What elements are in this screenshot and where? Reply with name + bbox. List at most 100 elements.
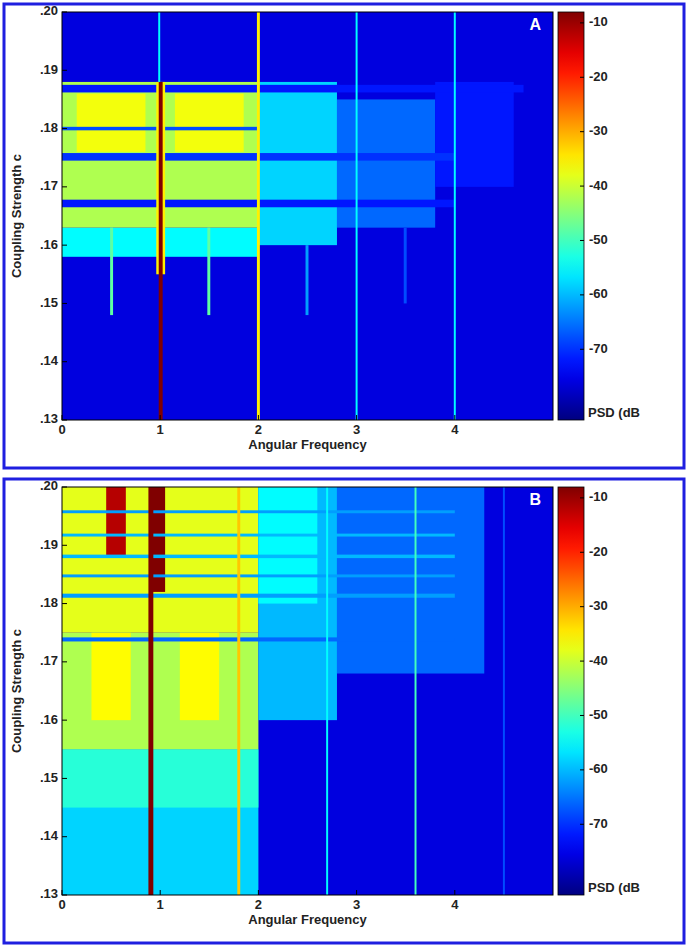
colorbar-tick bbox=[580, 77, 584, 78]
y-axis-title: Coupling Strength c bbox=[9, 629, 24, 753]
y-tick-label: .19 bbox=[40, 537, 58, 552]
heatmap-cell bbox=[258, 82, 337, 245]
heatmap-cell bbox=[110, 228, 113, 315]
y-tick bbox=[62, 186, 67, 187]
x-tick bbox=[160, 890, 161, 895]
colorbar-tick bbox=[580, 715, 584, 716]
x-axis-title: Angular Frequency bbox=[248, 437, 367, 452]
y-tick-label: .15 bbox=[40, 295, 58, 310]
panel-letter: B bbox=[529, 491, 541, 508]
colorbar-tick bbox=[580, 606, 584, 607]
colorbar-tick-label: -60 bbox=[589, 286, 608, 301]
colorbar bbox=[558, 487, 584, 895]
heatmap-cell bbox=[356, 12, 358, 420]
x-tick bbox=[356, 890, 357, 895]
y-tick-label: .20 bbox=[40, 3, 58, 18]
x-tick bbox=[160, 415, 161, 420]
heatmap-cell bbox=[62, 534, 455, 537]
y-tick-label: .16 bbox=[40, 712, 58, 727]
heatmap-cell bbox=[326, 487, 328, 895]
panel: 01234.13.14.15.16.17.18.19.20Angular Fre… bbox=[4, 3, 684, 468]
y-tick-label: .18 bbox=[40, 595, 58, 610]
x-tick bbox=[454, 890, 455, 895]
heatmap-cell bbox=[62, 487, 258, 633]
x-axis-title: Angular Frequency bbox=[248, 912, 367, 927]
colorbar-tick bbox=[580, 769, 584, 770]
colorbar-label: PSD (dB bbox=[588, 880, 640, 895]
y-tick-label: .17 bbox=[40, 653, 58, 668]
colorbar-tick-label: -70 bbox=[589, 341, 608, 356]
y-tick bbox=[62, 661, 67, 662]
colorbar-tick bbox=[580, 497, 584, 498]
heatmap-cell bbox=[159, 82, 163, 420]
colorbar-tick-label: -40 bbox=[589, 178, 608, 193]
panel-letter: A bbox=[529, 16, 541, 33]
y-tick bbox=[62, 778, 67, 779]
y-tick-label: .18 bbox=[40, 120, 58, 135]
heatmap-cell bbox=[62, 12, 553, 420]
heatmap-cell bbox=[306, 245, 309, 315]
heatmap-cell bbox=[175, 94, 244, 152]
y-tick bbox=[62, 603, 67, 604]
heatmap-cell bbox=[258, 487, 317, 604]
colorbar-tick bbox=[580, 661, 584, 662]
heatmap-cell bbox=[257, 12, 260, 420]
heatmap-cell bbox=[62, 633, 258, 750]
x-tick-label: 0 bbox=[58, 897, 65, 912]
x-tick-label: 3 bbox=[353, 422, 360, 437]
x-tick bbox=[62, 415, 63, 420]
heatmap-cell bbox=[207, 228, 210, 315]
heatmap-cell bbox=[106, 487, 126, 557]
y-tick-label: .13 bbox=[40, 886, 58, 901]
panel-frame bbox=[4, 4, 684, 468]
heatmap-cell bbox=[237, 487, 240, 895]
colorbar-tick bbox=[580, 349, 584, 350]
x-tick-label: 2 bbox=[255, 897, 262, 912]
y-tick-label: .20 bbox=[40, 478, 58, 493]
plot-border bbox=[62, 487, 553, 895]
heatmap-cells bbox=[62, 12, 553, 420]
plot-border bbox=[62, 12, 553, 420]
heatmap-cell bbox=[404, 228, 407, 304]
panel-frame bbox=[4, 479, 684, 943]
colorbar-tick bbox=[580, 22, 584, 23]
x-tick bbox=[258, 415, 259, 420]
colorbar-tick bbox=[580, 131, 584, 132]
heatmap-cell bbox=[337, 99, 435, 227]
colorbar bbox=[558, 12, 584, 420]
x-tick bbox=[454, 415, 455, 420]
y-tick-label: .19 bbox=[40, 62, 58, 77]
y-tick bbox=[62, 303, 67, 304]
colorbar-tick bbox=[580, 240, 584, 241]
colorbar-tick-label: -50 bbox=[589, 232, 608, 247]
colorbar-tick-label: -10 bbox=[589, 489, 608, 504]
colorbar-tick-label: -50 bbox=[589, 707, 608, 722]
x-tick bbox=[258, 890, 259, 895]
figure: 01234.13.14.15.16.17.18.19.20Angular Fre… bbox=[0, 0, 688, 949]
heatmap-cell bbox=[337, 487, 484, 674]
colorbar-tick bbox=[580, 294, 584, 295]
colorbar-tick bbox=[580, 824, 584, 825]
colorbar-tick-label: -20 bbox=[589, 69, 608, 84]
colorbar-tick-label: -60 bbox=[589, 761, 608, 776]
x-tick-label: 2 bbox=[255, 422, 262, 437]
y-tick-label: .17 bbox=[40, 178, 58, 193]
heatmap-cell bbox=[415, 487, 417, 895]
colorbar-tick bbox=[580, 186, 584, 187]
x-tick bbox=[62, 890, 63, 895]
colorbar-tick-label: -70 bbox=[589, 816, 608, 831]
colorbar-tick-label: -10 bbox=[589, 14, 608, 29]
y-tick bbox=[62, 895, 67, 896]
y-tick-label: .15 bbox=[40, 770, 58, 785]
x-tick-label: 0 bbox=[58, 422, 65, 437]
colorbar-tick-label: -30 bbox=[589, 123, 608, 138]
heatmap-cells bbox=[62, 487, 553, 895]
x-tick bbox=[356, 415, 357, 420]
colorbar-tick-label: -30 bbox=[589, 598, 608, 613]
heatmap-cell bbox=[158, 12, 160, 82]
colorbar-tick bbox=[580, 552, 584, 553]
colorbar-tick-label: -20 bbox=[589, 544, 608, 559]
heatmap-cell bbox=[258, 487, 337, 720]
heatmap-cell bbox=[148, 487, 153, 895]
heatmap-cell bbox=[62, 487, 553, 895]
